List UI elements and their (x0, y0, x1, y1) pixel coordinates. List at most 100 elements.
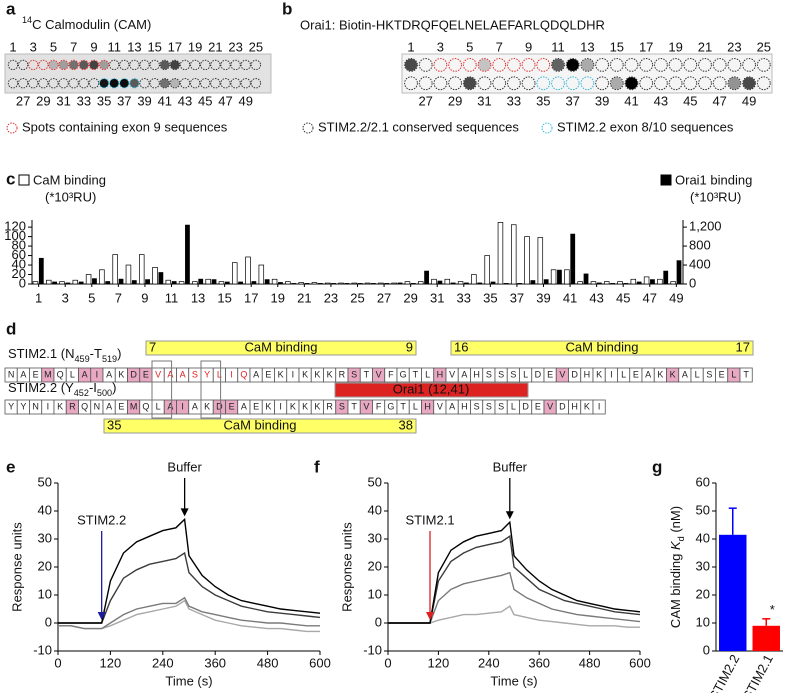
spot (536, 58, 551, 72)
x-tick-label: 37 (510, 290, 524, 305)
x-tick-label: 0 (54, 655, 61, 670)
spot-number: 5 (50, 39, 57, 54)
bar (550, 269, 557, 285)
bar (85, 274, 92, 285)
spot (200, 78, 211, 89)
y-tick-label: 100 (4, 228, 26, 243)
x-tick-label: 7 (115, 290, 122, 305)
sequence-label: STIM2.2 (Y452-I500) (8, 380, 116, 398)
bar (650, 279, 655, 284)
bar (497, 222, 504, 285)
box-label: CaM binding (566, 339, 639, 354)
x-tick-label: 25 (350, 290, 364, 305)
spot-signal (728, 77, 741, 90)
spot-number: 39 (137, 93, 151, 108)
arrow-head (180, 508, 189, 517)
spot (119, 59, 130, 71)
bar (38, 257, 44, 284)
bar (52, 281, 57, 284)
bar (238, 281, 243, 284)
spot (230, 78, 241, 89)
spot-number: 47 (712, 93, 726, 108)
y-tick-label: 50 (38, 474, 52, 489)
bar (603, 281, 610, 285)
spot-number: 39 (595, 93, 609, 108)
spot (179, 78, 191, 89)
spot-signal (170, 78, 180, 88)
bar (231, 262, 238, 285)
spot-signal (59, 60, 69, 70)
spot (38, 59, 49, 71)
y-tick-label: 120 (4, 219, 26, 234)
spot (492, 76, 507, 91)
bar (344, 283, 350, 284)
spot (149, 78, 160, 89)
spot-number: 25 (249, 39, 263, 54)
spot (624, 76, 639, 91)
bar (410, 283, 416, 284)
spot-number: 9 (90, 39, 97, 54)
bar (118, 278, 124, 284)
panel-letter: f (314, 457, 320, 476)
x-tick-label: 33 (457, 290, 471, 305)
spot (58, 78, 69, 89)
spot (712, 58, 727, 72)
spot (609, 76, 624, 91)
spot-signal (581, 58, 594, 71)
y-axis-label: Response units (9, 522, 24, 612)
bar (218, 281, 225, 285)
legend-circle (302, 122, 314, 134)
spot-number: 15 (610, 39, 624, 54)
spot (580, 58, 595, 72)
x-tick-label: 17 (244, 290, 258, 305)
spot (220, 59, 231, 71)
spot (492, 58, 507, 72)
y-tick-label: 50 (696, 502, 710, 517)
bar (431, 278, 437, 285)
spot (139, 59, 150, 71)
spot-signal (99, 60, 109, 70)
bar (577, 281, 583, 285)
spot (507, 76, 521, 91)
x-tick-label: 29 (403, 290, 417, 305)
arrow-head (505, 511, 514, 520)
y-tick-label: 20 (38, 558, 52, 573)
spot-signal (404, 58, 418, 71)
spot-number: 17 (639, 39, 653, 54)
spot (462, 58, 477, 72)
spot (139, 78, 150, 89)
spot (179, 59, 191, 71)
y-tick-label: 50 (368, 474, 382, 489)
bar (450, 282, 456, 284)
box-label: CaM binding (224, 417, 297, 432)
x-tick-label: STIM2.2 (706, 652, 742, 693)
bar (524, 236, 530, 285)
text-part: 519 (102, 354, 117, 364)
spot-number: 31 (477, 93, 491, 108)
bar (537, 237, 544, 285)
x-tick-label: 480 (579, 655, 601, 670)
bar (32, 281, 39, 285)
spot (551, 76, 565, 91)
spot-signal (566, 58, 579, 71)
y-tick-label: 80 (12, 238, 26, 253)
legend-circle (6, 122, 18, 134)
bar (338, 282, 344, 285)
spot-number: 27 (418, 93, 432, 108)
bar (437, 280, 443, 284)
y2-tick-label: 800 (689, 238, 711, 253)
legend-circle (541, 122, 553, 134)
spot-signal (99, 78, 109, 88)
bar (590, 281, 597, 285)
x-tick-label: 240 (478, 655, 500, 670)
spot-number: 7 (496, 39, 503, 54)
spot (668, 76, 683, 91)
bar (503, 283, 509, 284)
bar (371, 283, 376, 284)
y-tick-label: 0 (375, 614, 382, 629)
spot (58, 59, 69, 71)
spot (200, 59, 211, 71)
x-tick-label: STIM2.1 (740, 652, 776, 693)
spot-signal (109, 78, 119, 88)
